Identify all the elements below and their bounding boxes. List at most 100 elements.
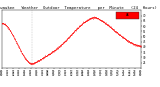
Point: [78, 25, 81, 26]
Point: [63, 41, 66, 42]
Point: [93, 16, 95, 18]
Point: [68, 36, 71, 37]
Point: [82, 21, 85, 22]
Point: [13, 39, 16, 40]
Point: [92, 17, 94, 18]
Point: [55, 49, 57, 50]
Point: [78, 26, 80, 27]
Point: [27, 61, 30, 63]
Point: [112, 29, 115, 30]
Point: [6, 26, 9, 28]
Point: [79, 24, 82, 25]
Point: [38, 60, 40, 61]
Point: [104, 22, 107, 24]
Point: [88, 17, 90, 19]
Point: [9, 30, 11, 31]
Point: [108, 25, 110, 26]
Point: [1, 23, 3, 25]
Point: [8, 28, 10, 30]
Point: [120, 35, 122, 37]
Point: [126, 40, 129, 41]
Point: [45, 55, 47, 56]
Point: [87, 19, 89, 21]
Point: [10, 31, 13, 33]
Point: [133, 44, 136, 45]
Point: [9, 32, 12, 33]
Point: [75, 28, 78, 29]
Point: [115, 31, 118, 33]
Point: [116, 32, 118, 33]
Point: [32, 62, 35, 63]
Point: [114, 31, 117, 32]
Point: [122, 37, 124, 38]
Point: [31, 63, 34, 65]
Point: [137, 44, 140, 46]
Point: [28, 62, 30, 63]
Point: [4, 24, 6, 26]
Point: [52, 50, 55, 51]
Point: [55, 48, 57, 50]
Point: [84, 21, 86, 22]
Point: [72, 33, 74, 34]
Point: [62, 41, 65, 43]
Point: [106, 24, 109, 26]
Point: [33, 62, 35, 64]
Point: [39, 58, 42, 60]
Point: [137, 44, 140, 46]
Point: [82, 22, 84, 23]
Point: [128, 41, 131, 42]
Point: [60, 43, 63, 44]
Point: [58, 45, 61, 47]
Point: [81, 23, 84, 24]
Point: [63, 42, 65, 43]
Point: [119, 34, 121, 35]
Point: [102, 21, 104, 22]
Point: [57, 46, 60, 47]
Point: [44, 55, 47, 57]
Point: [32, 63, 34, 65]
Point: [85, 20, 88, 21]
Point: [91, 17, 93, 19]
Point: [89, 18, 91, 20]
Point: [16, 44, 19, 46]
Point: [124, 38, 127, 39]
Point: [18, 46, 20, 48]
Point: [44, 56, 46, 57]
Point: [116, 31, 118, 33]
Point: [72, 31, 74, 33]
Point: [42, 57, 45, 58]
Point: [109, 26, 111, 28]
Point: [95, 17, 98, 18]
Point: [97, 18, 100, 19]
Point: [103, 22, 106, 23]
Point: [37, 61, 39, 62]
Point: [96, 17, 99, 18]
Point: [40, 59, 42, 60]
Point: [88, 18, 91, 19]
Point: [106, 24, 108, 25]
Point: [1, 22, 4, 24]
Point: [59, 45, 61, 46]
Point: [88, 19, 91, 20]
Point: [130, 43, 133, 44]
Point: [27, 60, 29, 62]
Point: [117, 33, 120, 35]
Point: [2, 23, 4, 24]
Point: [34, 62, 36, 64]
Point: [5, 25, 7, 26]
Point: [102, 21, 105, 22]
Point: [127, 41, 130, 42]
Point: [14, 39, 16, 40]
Point: [79, 24, 82, 26]
Point: [28, 62, 30, 63]
Point: [131, 43, 133, 44]
Point: [122, 36, 124, 38]
Point: [38, 60, 41, 62]
Point: [132, 43, 134, 45]
Point: [4, 25, 7, 26]
Point: [32, 62, 34, 64]
Point: [107, 25, 110, 27]
Point: [0, 22, 3, 23]
Point: [128, 40, 130, 41]
Point: [100, 19, 103, 20]
